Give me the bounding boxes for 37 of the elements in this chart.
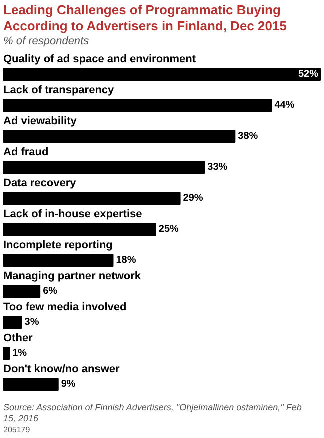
- data-label: 1%: [12, 348, 28, 359]
- data-label: 52%: [298, 69, 319, 80]
- data-label: 44%: [274, 100, 295, 111]
- data-label: 29%: [183, 193, 204, 204]
- y-tick-label: Data recovery: [4, 178, 78, 190]
- bar: [3, 192, 181, 205]
- data-label: 3%: [24, 317, 40, 328]
- data-label: 18%: [116, 255, 136, 266]
- bar: [3, 161, 206, 174]
- y-tick-label: Quality of ad space and environment: [4, 54, 196, 66]
- bar: [3, 347, 10, 360]
- source-note: Source: Association of Finnish Advertisers, "Ohjelmallinen ostaminen," Feb 15, 2016: [4, 402, 302, 424]
- data-label: 9%: [61, 379, 76, 390]
- y-tick-label: Lack of in-house expertise: [4, 208, 142, 220]
- data-label: 25%: [158, 224, 180, 235]
- y-tick-label: Don't know/no answer: [4, 364, 121, 376]
- y-tick-label: Too few media involved: [4, 302, 127, 314]
- bar: [3, 254, 114, 267]
- data-label: 38%: [238, 131, 258, 142]
- text: 205179: [4, 426, 31, 434]
- y-tick-label: Lack of transparency: [4, 84, 116, 96]
- bar: [3, 99, 272, 112]
- bar: [3, 316, 22, 329]
- y-tick-label: Ad fraud: [4, 146, 49, 158]
- y-tick-label: Incomplete reporting: [4, 240, 113, 252]
- bar: [3, 130, 236, 143]
- y-tick-label: Managing partner network: [4, 270, 142, 282]
- bar: [3, 378, 59, 391]
- data-label: 33%: [208, 162, 228, 173]
- chart-subtitle: % of respondents: [4, 36, 90, 48]
- bar: [3, 68, 321, 81]
- data-label: 6%: [43, 286, 58, 297]
- y-tick-label: Ad viewability: [4, 116, 78, 128]
- y-tick-label: Other: [4, 332, 34, 344]
- bar: [3, 223, 156, 236]
- chart-title: Leading Challenges of Programmatic Buying According to Advertisers in Finland, Dec 2015: [4, 2, 287, 34]
- bar: [3, 285, 41, 298]
